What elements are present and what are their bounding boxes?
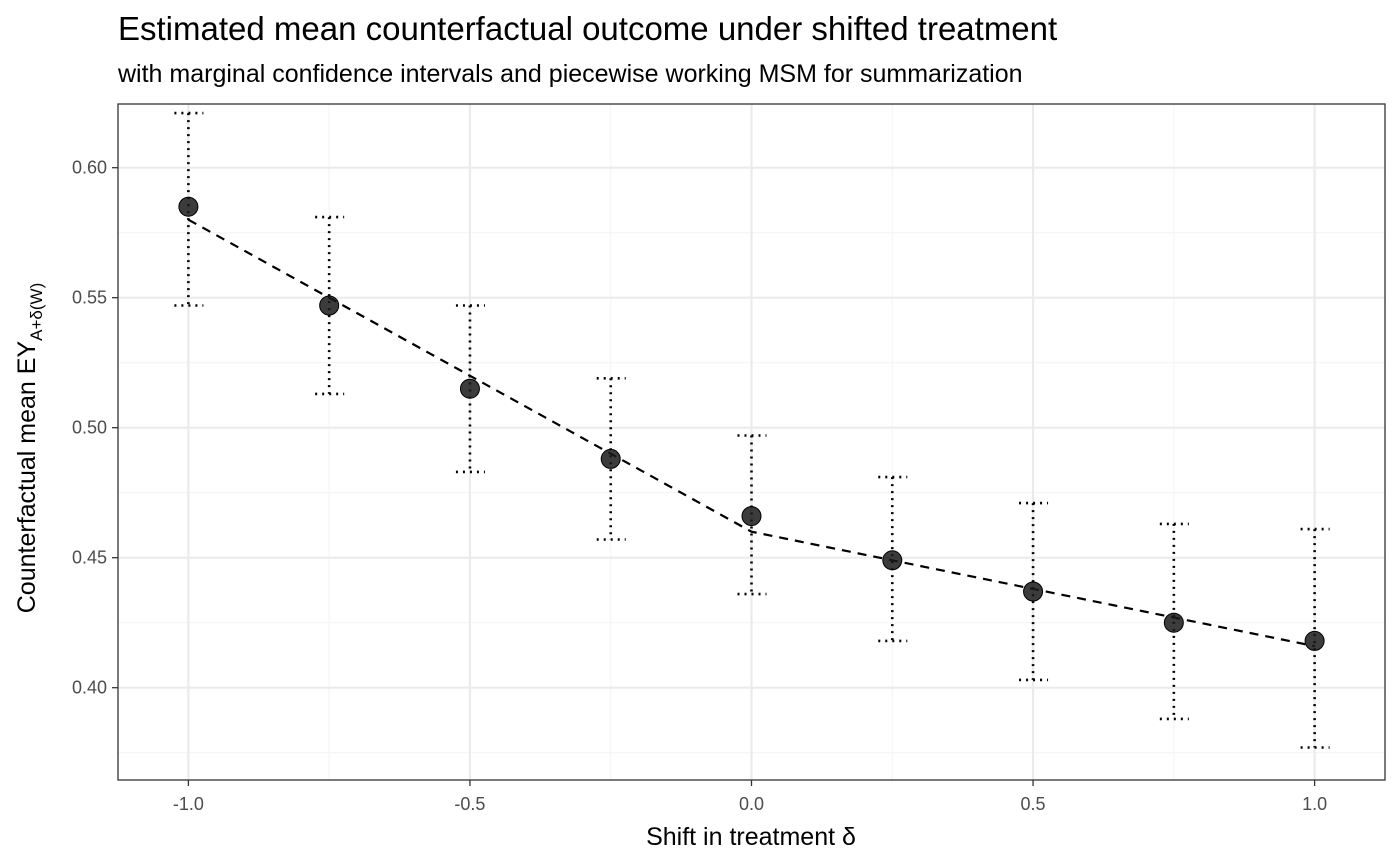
data-point [319,295,340,316]
plot-area [117,103,1386,781]
x-tick-label: 0.0 [739,794,764,814]
y-tick-label: 0.55 [72,288,107,308]
y-tick-label: 0.60 [72,158,107,178]
data-point [741,506,762,527]
estimate-points [178,196,1325,651]
y-tick-label: 0.50 [72,418,107,438]
y-axis-title-subscript: A+δ(W) [27,283,46,341]
data-point [1304,630,1325,651]
data-point [600,448,621,469]
chart-title: Estimated mean counterfactual outcome un… [118,10,1057,47]
data-point [459,378,480,399]
chart-subtitle: with marginal confidence intervals and p… [117,60,1023,88]
x-tick-label: -1.0 [173,794,204,814]
x-axis: -1.0 -0.5 0.0 0.5 1.0 [173,780,1327,814]
y-axis-title-main: Counterfactual mean EY [13,341,41,614]
y-tick-label: 0.45 [72,548,107,568]
y-axis: 0.40 0.45 0.50 0.55 0.60 [72,158,118,698]
data-point [178,196,199,217]
data-point [1023,581,1044,602]
x-tick-label: -0.5 [454,794,485,814]
y-tick-label: 0.40 [72,678,107,698]
x-tick-label: 1.0 [1302,794,1327,814]
confidence-intervals [174,111,1330,749]
grid-major-lines [118,104,1385,780]
y-axis-title: Counterfactual mean EYA+δ(W) [13,283,46,614]
data-point [1163,612,1184,633]
piecewise-msm-line [187,218,1315,648]
x-axis-title: Shift in treatment δ [646,823,856,851]
x-tick-label: 0.5 [1021,794,1046,814]
data-point [882,550,903,571]
